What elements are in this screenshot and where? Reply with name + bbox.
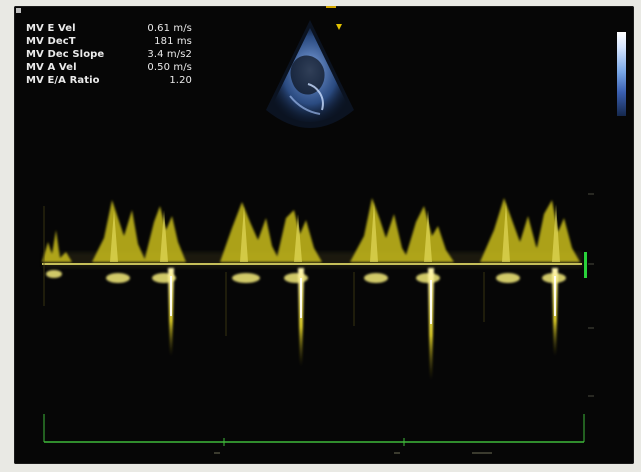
measurement-row: MV Dec Slope 3.4 m/s2 — [26, 48, 192, 61]
measurement-panel: MV E Vel 0.61 m/s MV DecT 181 ms MV Dec … — [26, 22, 192, 87]
measurement-value: 181 ms — [154, 36, 192, 47]
measurement-row: MV DecT 181 ms — [26, 35, 192, 48]
measurement-row: MV A Vel 0.50 m/s — [26, 61, 192, 74]
measurement-label: MV E/A Ratio — [26, 75, 100, 86]
measurement-label: MV E Vel — [26, 23, 76, 34]
velocity-color-bar — [617, 32, 626, 116]
measurement-value: 1.20 — [169, 75, 192, 86]
measurement-value: 3.4 m/s2 — [147, 49, 192, 60]
measurement-row: MV E Vel 0.61 m/s — [26, 22, 192, 35]
sample-gate-marker — [584, 252, 587, 278]
measurement-value: 0.50 m/s — [147, 62, 192, 73]
top-tick-icon — [326, 6, 336, 8]
doppler-spectrum — [42, 193, 594, 454]
corner-marker-icon — [16, 8, 21, 13]
measurement-label: MV DecT — [26, 36, 76, 47]
measurement-label: MV Dec Slope — [26, 49, 105, 60]
ultrasound-display: MV E Vel 0.61 m/s MV DecT 181 ms MV Dec … — [14, 6, 634, 464]
measurement-value: 0.61 m/s — [147, 23, 192, 34]
echo-thumbnail — [266, 20, 354, 128]
measurement-label: MV A Vel — [26, 62, 77, 73]
measurement-row: MV E/A Ratio 1.20 — [26, 74, 192, 87]
probe-orientation-icon — [336, 24, 342, 30]
